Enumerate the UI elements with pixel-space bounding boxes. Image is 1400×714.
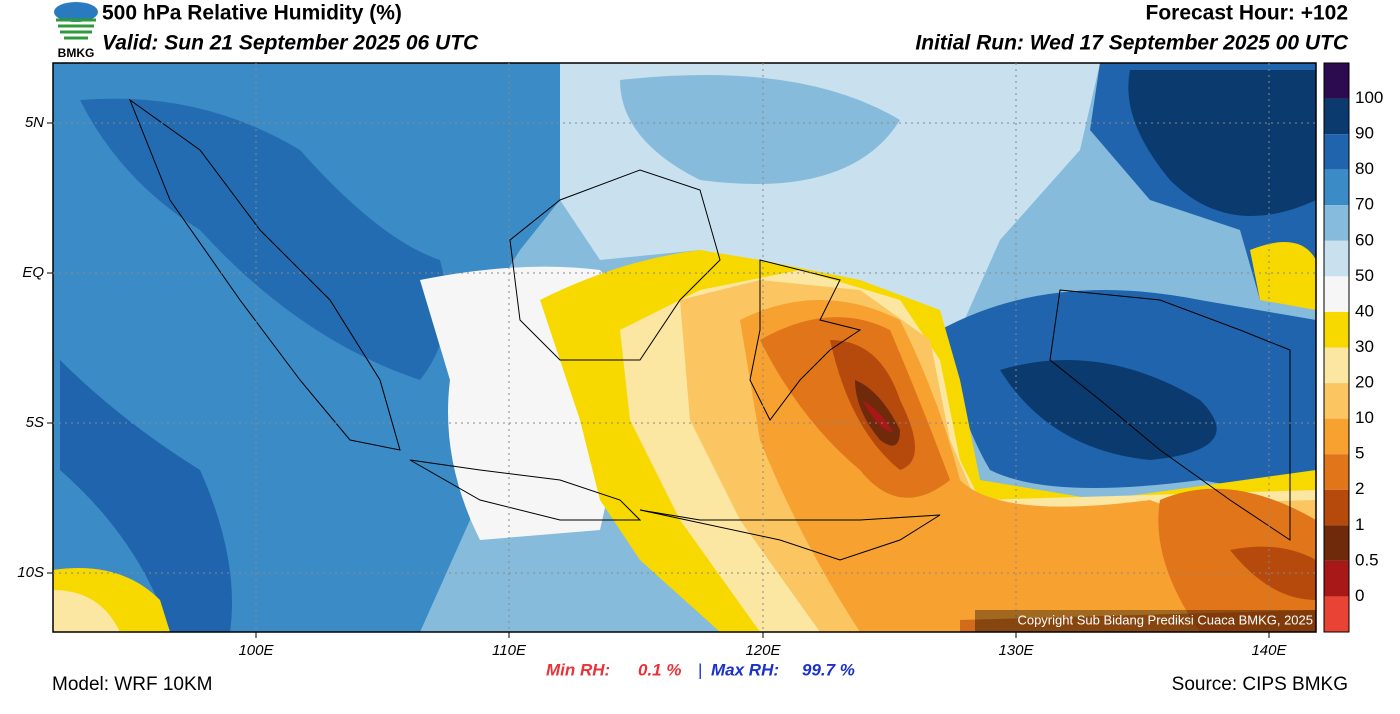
lat-label: EQ [22, 264, 44, 281]
colorbar-swatch [1324, 311, 1349, 348]
min-value: 0.1 % [638, 660, 681, 679]
map-frame [52, 62, 1317, 633]
max-value: 99.7 % [802, 660, 855, 679]
source: Source: CIPS BMKG [1172, 674, 1348, 695]
min-label: Min RH: [546, 660, 610, 679]
humidity-field [53, 63, 1316, 632]
colorbar-swatch [1324, 63, 1349, 99]
colorbar-label: 1 [1355, 515, 1364, 534]
colorbar-label: 20 [1355, 373, 1374, 392]
colorbar-swatch [1324, 276, 1349, 312]
model: Model: WRF 10KM [52, 674, 212, 695]
logo: BMKG [54, 2, 98, 60]
rh-extremes: Min RH: 0.1 % | Max RH: 99.7 % [546, 660, 855, 679]
colorbar-swatch [1324, 489, 1349, 526]
initial-run: Initial Run: Wed 17 September 2025 00 UT… [915, 32, 1348, 55]
colorbar-label: 2 [1355, 479, 1364, 498]
colorbar-label: 0 [1355, 586, 1364, 605]
colorbar-swatch [1324, 454, 1349, 490]
lon-label: 140E [1251, 642, 1287, 659]
lat-label: 5N [25, 114, 44, 131]
copyright: Copyright Sub Bidang Prediksi Cuaca BMKG… [1017, 612, 1313, 627]
graticule: 5N EQ 5S 10S 100E 110E 120E 130E 140E [17, 63, 1316, 659]
forecast-hour: Forecast Hour: +102 [1146, 2, 1349, 25]
lon-label: 110E [492, 642, 527, 659]
colorbar-swatch [1324, 383, 1349, 419]
copyright-box [975, 610, 1316, 632]
colorbar-swatch [1324, 134, 1349, 170]
colorbar-swatch [1324, 347, 1349, 384]
lat-label: 10S [17, 564, 44, 581]
colorbar-swatch [1324, 169, 1349, 206]
colorbar-label: 60 [1355, 230, 1374, 249]
colorbar-swatch [1324, 98, 1349, 135]
lon-label: 120E [745, 642, 781, 659]
colorbar-frame [1323, 62, 1350, 633]
valid-time: Valid: Sun 21 September 2025 06 UTC [102, 32, 479, 55]
logo-text: BMKG [58, 46, 95, 60]
lon-label: 130E [998, 642, 1034, 659]
colorbar-swatch [1324, 418, 1349, 455]
colorbar-label: 50 [1355, 266, 1374, 285]
max-label: Max RH: [711, 660, 779, 679]
colorbar-swatch [1324, 240, 1349, 277]
colorbar-label: 70 [1355, 195, 1374, 214]
title: 500 hPa Relative Humidity (%) [102, 2, 402, 25]
colorbar-label: 100 [1355, 88, 1383, 107]
colorbar-label: 5 [1355, 444, 1364, 463]
colorbar-swatch [1324, 596, 1349, 632]
colorbar-label: 10 [1355, 408, 1374, 427]
colorbar-label: 90 [1355, 124, 1374, 143]
colorbar-label: 0.5 [1355, 550, 1379, 569]
lon-label: 100E [238, 642, 274, 659]
separator: | [698, 660, 702, 679]
colorbar-swatch [1324, 205, 1349, 241]
colorbar-swatch [1324, 525, 1349, 561]
coastlines [128, 98, 1291, 561]
colorbar-label: 80 [1355, 159, 1374, 178]
colorbar-swatch [1324, 560, 1349, 597]
colorbar: 100 90 80 70 60 50 40 30 20 10 5 2 1 0.5 0 [1323, 62, 1383, 633]
colorbar-label: 30 [1355, 337, 1374, 356]
colorbar-label: 40 [1355, 301, 1374, 320]
lat-label: 5S [26, 414, 44, 431]
